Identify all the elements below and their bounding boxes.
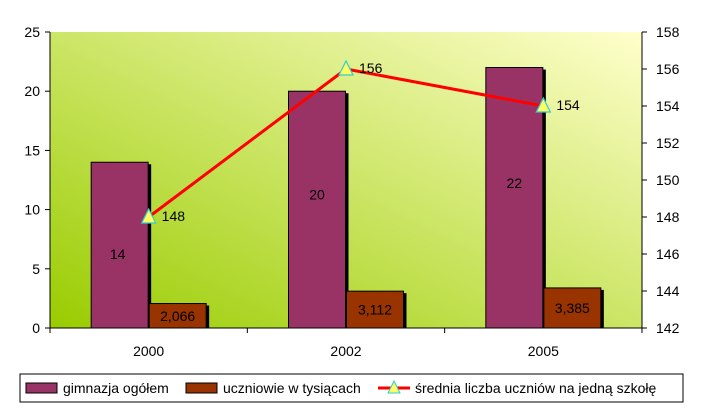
bar-data-label: 20 — [309, 187, 325, 203]
legend-label: uczniowie w tysiącach — [223, 380, 361, 396]
left-tick-label: 20 — [24, 83, 40, 99]
bar — [288, 90, 346, 329]
legend-box — [19, 373, 684, 403]
bar — [90, 161, 149, 329]
right-tick-label: 146 — [656, 246, 680, 262]
line-data-label: 156 — [359, 60, 383, 76]
legend-swatch — [25, 382, 58, 394]
line-data-label: 148 — [162, 208, 186, 224]
right-tick-label: 148 — [656, 209, 680, 225]
line-layer: 148 156 154 — [140, 59, 580, 224]
bar — [543, 287, 602, 329]
line-data-label: 154 — [556, 97, 580, 113]
right-tick-label: 154 — [656, 98, 680, 114]
bar-data-label: 22 — [507, 175, 523, 191]
right-tick-label: 142 — [656, 320, 680, 336]
left-tick-label: 5 — [32, 261, 40, 277]
left-tick-label: 15 — [24, 142, 40, 158]
x-tick-label: 2000 — [133, 343, 164, 359]
left-tick-label: 25 — [24, 24, 40, 40]
right-tick-label: 152 — [656, 135, 680, 151]
bar — [148, 303, 207, 329]
x-axis: 2000 2002 2005 — [49, 327, 643, 359]
line-point-marker — [535, 96, 552, 113]
left-tick-label: 0 — [32, 320, 40, 336]
left-y-axis: 0 5 10 15 20 25 — [24, 24, 51, 336]
bar-data-label: 3,385 — [555, 300, 590, 316]
left-tick-label: 10 — [24, 202, 40, 218]
right-tick-label: 156 — [656, 61, 680, 77]
legend: gimnazja ogółem uczniowie w tysiącach śred… — [19, 373, 684, 403]
legend-marker — [387, 379, 401, 394]
legend-label: średnia liczba uczniów na jedną szkołę — [415, 380, 656, 396]
x-tick-label: 2002 — [330, 343, 361, 359]
legend-label: gimnazja ogółem — [63, 380, 169, 396]
bar-data-label: 3,112 — [358, 302, 392, 318]
bars-layer: 14 20 22 2,066 3,112 3,385 — [90, 67, 604, 329]
right-y-axis: 142 144 146 148 150 152 154 156 158 — [641, 24, 680, 336]
bar — [485, 67, 544, 329]
line-point-marker — [140, 207, 157, 224]
right-tick-label: 144 — [656, 283, 680, 299]
right-tick-label: 158 — [656, 24, 680, 40]
legend-swatch — [185, 382, 218, 394]
bar-data-label: 2,066 — [160, 308, 195, 324]
line-point-marker — [338, 59, 354, 76]
bar — [346, 290, 404, 329]
right-tick-label: 150 — [656, 172, 680, 188]
x-tick-label: 2005 — [528, 343, 559, 359]
bar-data-label: 14 — [110, 246, 126, 262]
